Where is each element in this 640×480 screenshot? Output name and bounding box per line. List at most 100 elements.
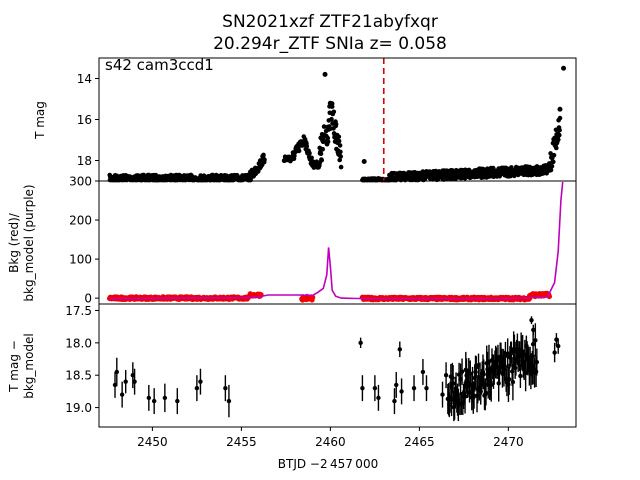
tmag-point (337, 143, 343, 148)
tmag-point (490, 165, 496, 171)
diff-point (132, 379, 137, 384)
tmag-point (320, 146, 326, 152)
diff-point (397, 347, 402, 352)
diff-point (358, 340, 363, 346)
x-axis-label: BTJD −2 457 000 (278, 457, 378, 471)
y-tick-label: 18 (77, 154, 92, 168)
diff-point (512, 365, 518, 371)
tmag-point (338, 149, 343, 155)
diff-point (450, 375, 455, 381)
figure-title-line2: 20.294r_ZTF SNIa z= 0.058 (213, 34, 447, 54)
y-tick-label: 300 (69, 175, 92, 189)
diff-data-points (112, 316, 561, 422)
tmag-outlier-point (361, 159, 367, 165)
tmag-point (262, 157, 267, 163)
diff-point (530, 342, 536, 347)
y-tick-label: 14 (77, 72, 92, 86)
tmag-point (331, 109, 337, 115)
tmag-point (329, 116, 334, 122)
diff-point (376, 395, 381, 401)
diff-point (420, 369, 426, 375)
tmag-point (296, 148, 302, 154)
figure-title-line1: SN2021xzf ZTF21abyfxqr (222, 12, 438, 32)
diff-point (506, 377, 512, 382)
x-tick-label: 2470 (493, 435, 524, 449)
tmag-outlier-point (557, 106, 563, 112)
diff-point (509, 369, 515, 374)
tmag-point (548, 151, 553, 156)
diff-point (392, 398, 397, 404)
tmag-point (557, 127, 562, 133)
x-tick-label: 2465 (404, 435, 435, 449)
tmag-outlier-point (322, 71, 328, 77)
x-tick-label: 2460 (315, 435, 346, 449)
diff-point (146, 395, 152, 401)
tmag-point (319, 158, 325, 163)
diff-point (510, 379, 516, 385)
diff-point (162, 395, 168, 401)
diff-point (496, 381, 501, 386)
background-y-ticks: 0 100 200 300 (69, 175, 99, 306)
tmag-point (304, 144, 310, 149)
tmag-point (557, 132, 562, 138)
tmag-point (549, 164, 555, 169)
diff-point (175, 398, 180, 404)
diff-point (473, 369, 478, 375)
y-tick-label: 17.5 (65, 304, 92, 318)
diff-point (534, 359, 540, 365)
tmag-point (337, 157, 343, 163)
diff-point (520, 349, 525, 354)
diff-point (529, 317, 534, 323)
y-tick-label: 16 (77, 113, 92, 127)
tmag-y-ticks: 14 16 18 (77, 72, 99, 168)
diff-point (450, 381, 456, 386)
diff-point (506, 382, 511, 387)
tmag-point (336, 134, 342, 139)
diff-point (455, 397, 460, 402)
y-tick-label: 19.0 (65, 401, 92, 415)
x-tick-label: 2455 (226, 435, 257, 449)
diff-point (123, 379, 128, 384)
tmag-point (325, 139, 331, 144)
tmag-point (551, 159, 556, 165)
tmag-point (261, 152, 266, 158)
diff-point (440, 392, 445, 397)
sector-annotation: s42 cam3ccd1 (105, 56, 214, 74)
y-tick-label: 18.5 (65, 369, 92, 383)
diff-point (114, 369, 119, 375)
tmag-point (556, 137, 561, 142)
diff-point (226, 398, 232, 404)
diff-panel: 17.5 18.0 18.5 19.0 T mag − bkg_model (7, 303, 577, 428)
y-tick-label: 0 (84, 292, 92, 306)
tmag-point (554, 145, 559, 151)
tmag-y-label: T mag (33, 101, 47, 140)
diff-point (489, 382, 494, 388)
diff-point (360, 385, 365, 391)
diff-point (198, 379, 203, 384)
tmag-point (557, 115, 563, 121)
diff-point (533, 369, 539, 374)
diff-point (223, 385, 228, 391)
bkg-model-line (109, 181, 564, 300)
tmag-point (336, 138, 342, 144)
diff-point (468, 371, 473, 376)
diff-point (552, 350, 557, 355)
diff-point (443, 373, 449, 378)
diff-point (119, 392, 125, 397)
diff-point (372, 385, 378, 391)
diff-point (411, 385, 417, 391)
diff-point (462, 394, 468, 399)
diff-point (474, 393, 480, 398)
tmag-point (309, 155, 314, 161)
diff-y-label-line2: bkg_model (22, 333, 36, 399)
y-tick-label: 100 (69, 253, 92, 267)
diff-point (194, 385, 200, 391)
tmag-point (325, 135, 331, 141)
tmag-point (318, 151, 324, 156)
tmag-point (333, 121, 339, 127)
tmag-point (338, 164, 344, 170)
diff-point (533, 338, 538, 343)
diff-point (151, 398, 157, 404)
diff-point (478, 389, 483, 394)
